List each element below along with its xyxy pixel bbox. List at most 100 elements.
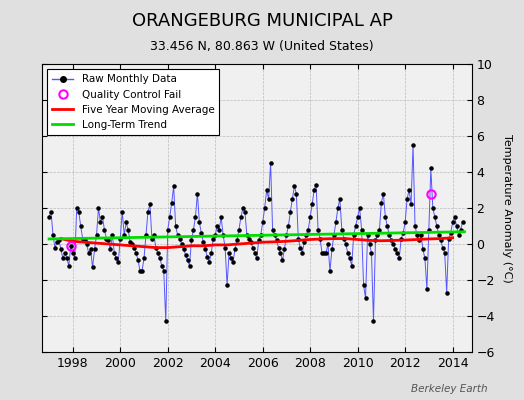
Point	[132, 250, 140, 256]
Point	[288, 196, 297, 202]
Point	[81, 237, 89, 244]
Point	[94, 205, 103, 211]
Point	[444, 235, 453, 242]
Point	[124, 226, 133, 233]
Point	[57, 246, 65, 253]
Point	[233, 237, 241, 244]
Point	[209, 235, 217, 242]
Point	[195, 219, 204, 226]
Point	[250, 250, 259, 256]
Point	[316, 235, 324, 242]
Point	[173, 232, 182, 238]
Point	[255, 237, 263, 244]
Point	[347, 262, 356, 269]
Point	[284, 223, 292, 229]
Point	[112, 255, 121, 262]
Point	[362, 295, 370, 301]
Point	[359, 282, 368, 289]
Point	[401, 219, 409, 226]
Point	[257, 232, 265, 238]
Point	[265, 196, 273, 202]
Point	[387, 237, 396, 244]
Point	[69, 250, 77, 256]
Point	[324, 241, 332, 247]
Point	[429, 205, 437, 211]
Point	[89, 264, 97, 270]
Point	[350, 232, 358, 238]
Point	[377, 199, 386, 206]
Point	[352, 223, 360, 229]
Point	[337, 226, 346, 233]
Point	[436, 237, 445, 244]
Point	[312, 182, 320, 188]
Point	[304, 226, 312, 233]
Point	[292, 190, 301, 197]
Point	[381, 214, 389, 220]
Point	[403, 196, 411, 202]
Point	[326, 268, 334, 274]
Point	[415, 237, 423, 244]
Point	[355, 205, 364, 211]
Point	[302, 232, 310, 238]
Point	[372, 237, 380, 244]
Point	[354, 214, 362, 220]
Point	[161, 318, 170, 325]
Point	[140, 255, 148, 262]
Point	[108, 232, 116, 238]
Point	[451, 214, 459, 220]
Point	[199, 239, 208, 245]
Point	[169, 183, 178, 190]
Point	[344, 250, 352, 256]
Point	[187, 237, 195, 244]
Point	[296, 244, 304, 251]
Point	[298, 250, 307, 256]
Point	[178, 241, 186, 247]
Point	[328, 246, 336, 253]
Point	[134, 257, 142, 263]
Point	[100, 226, 108, 233]
Point	[54, 237, 63, 244]
Point	[49, 232, 57, 238]
Point	[77, 223, 85, 229]
Point	[181, 252, 190, 258]
Point	[79, 235, 87, 242]
Point	[205, 259, 213, 265]
Point	[286, 208, 294, 215]
Point	[379, 190, 388, 197]
Point	[82, 241, 91, 247]
Point	[441, 250, 449, 256]
Point	[171, 223, 180, 229]
Point	[275, 244, 283, 251]
Point	[197, 230, 205, 236]
Point	[51, 244, 59, 251]
Point	[96, 219, 105, 226]
Point	[411, 223, 419, 229]
Point	[166, 214, 174, 220]
Point	[130, 244, 138, 251]
Point	[150, 232, 158, 238]
Point	[268, 226, 277, 233]
Point	[310, 187, 318, 193]
Point	[191, 214, 200, 220]
Point	[183, 257, 192, 263]
Point	[248, 244, 257, 251]
Point	[64, 262, 73, 269]
Point	[446, 230, 455, 236]
Point	[163, 226, 172, 233]
Point	[203, 254, 212, 260]
Point	[160, 268, 168, 274]
Point	[122, 219, 130, 226]
Point	[92, 232, 101, 238]
Point	[253, 255, 261, 262]
Point	[189, 226, 198, 233]
Point	[217, 214, 225, 220]
Point	[452, 223, 461, 229]
Point	[369, 318, 378, 325]
Point	[201, 246, 210, 253]
Point	[345, 255, 354, 262]
Point	[90, 246, 99, 253]
Point	[454, 232, 463, 238]
Point	[237, 214, 245, 220]
Point	[266, 160, 275, 166]
Point	[154, 250, 162, 256]
